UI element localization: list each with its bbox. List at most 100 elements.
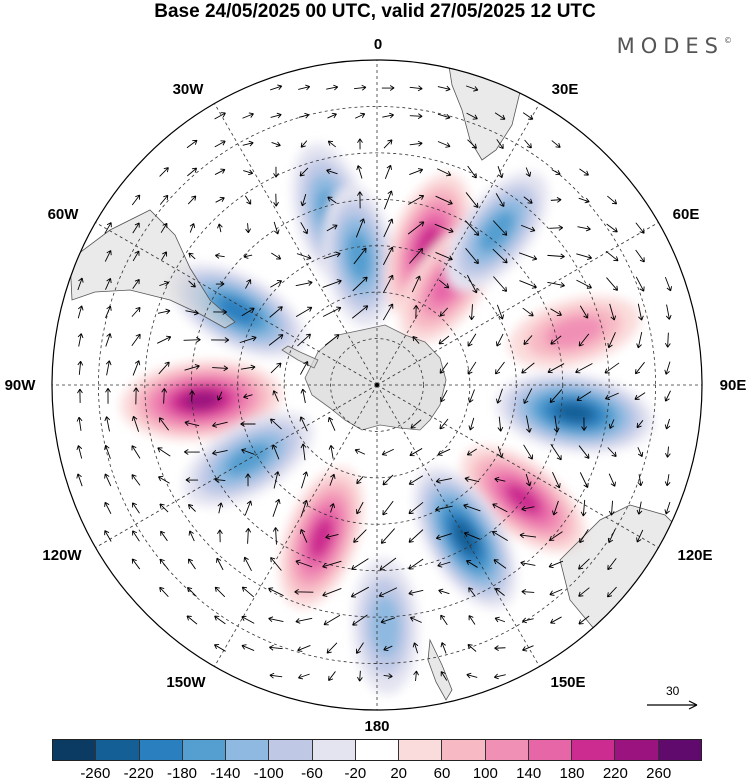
wind-vector [468,304,475,321]
wind-vector [328,671,336,681]
lon-label-60e: 60E [672,206,700,223]
wind-vector [214,168,226,175]
wind-vector [468,417,475,431]
wind-vector [273,471,280,489]
wind-vector [269,644,283,651]
wind-vector [607,529,616,544]
wind-vector [384,190,393,210]
wind-vector [496,139,504,150]
wind-vector [551,169,561,176]
wind-vector [323,251,341,260]
colorbar-swatch [572,740,616,760]
wind-vector [636,501,643,515]
wind-vector [245,527,252,544]
anomaly-layer [120,143,654,695]
wind-vector [350,586,369,598]
wind-vector [493,673,506,680]
wind-vector [410,419,422,429]
wind-vector [244,500,253,516]
wind-vector [272,390,279,402]
wind-vector [437,448,451,456]
wind-vector [466,560,478,568]
wind-vector [183,336,201,343]
new-zealand-landmass [427,638,463,710]
wind-vector [268,616,284,623]
wind-vector [578,615,590,625]
wind-vector [409,616,422,623]
colorbar-tick-label: -260 [80,765,111,782]
wind-vector [322,560,342,569]
wind-vector [217,502,224,514]
wind-vector [467,361,477,375]
wind-vector [77,333,84,347]
wind-vector [322,306,342,317]
lon-label-60w: 60W [47,206,79,223]
wind-vector [463,503,481,512]
wind-vector [212,365,229,372]
wind-vector [497,446,504,458]
wind-vector [609,303,617,321]
wind-vector [214,586,226,598]
wind-vector [76,473,83,487]
wind-vector [295,559,313,568]
wind-vector [187,504,196,512]
wind-vector [212,421,228,428]
wind-vector [522,307,534,317]
wind-vector [327,140,337,148]
wind-vector [634,361,645,375]
colorbar-swatch [355,740,400,760]
wind-vector [409,248,424,264]
wind-vector [521,588,535,595]
wind-vector [300,499,309,516]
wind-vector [607,447,617,457]
wind-vector [159,167,169,177]
wind-vector [381,85,395,91]
wind-vector [188,530,195,542]
copyright-mark: © [724,36,732,45]
wind-vector [408,194,425,205]
wind-vector [494,476,506,483]
colorbar-swatch [182,740,227,760]
wind-vector [412,642,419,654]
colorbar-swatch [442,740,486,760]
wind-vector [132,360,141,376]
wind-vector [245,473,251,487]
wind-vector [354,112,366,119]
wind-vector [131,306,141,317]
wind-vector [326,84,339,91]
wind-vector [520,224,536,233]
wind-vector [438,588,450,595]
wind-vector [381,448,394,456]
wind-vector [326,168,338,175]
wind-vector [380,617,396,624]
wind-vector [550,197,562,203]
wind-vector [214,112,226,120]
wind-vector [300,443,307,461]
wind-vector [327,196,337,204]
colorbar-tick-label: 260 [646,765,672,782]
wind-vector [243,556,252,572]
wind-vector [409,140,423,147]
wind-vector [518,252,538,261]
wind-vector [295,306,313,318]
wind-vector [212,449,228,456]
wind-vector [104,250,112,262]
wind-vector [76,416,83,431]
wind-vector [160,222,168,233]
wind-vector [413,670,419,682]
wind-vector [104,501,112,514]
wind-vector [579,168,589,176]
lon-label-150w: 150W [166,674,206,691]
wind-vector [211,337,230,343]
wind-vector [635,222,645,234]
wind-vector [664,390,671,402]
wind-vector [607,332,616,349]
lon-label-120e: 120E [677,547,713,564]
wind-vector [665,304,672,320]
wind-vector [77,360,84,375]
wind-vector [496,304,505,320]
wind-vector [521,505,535,512]
wind-vector [577,225,591,232]
wind-vector [466,274,478,294]
wind-vector [382,303,394,321]
